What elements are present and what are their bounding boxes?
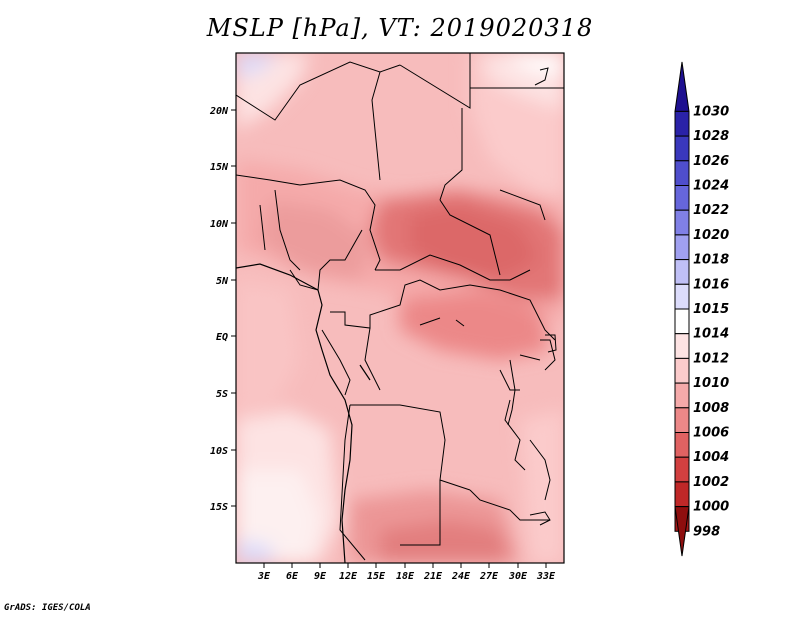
colorbar-swatch (674, 382, 690, 409)
colorbar-swatch (674, 259, 690, 285)
colorbar-swatch (674, 432, 690, 458)
colorbar-swatch (674, 209, 690, 236)
lat-axis: 20N 15N 10N 5N EQ 5S 10S 15S (209, 106, 236, 513)
lon-label: 12E (339, 571, 358, 582)
lon-label: 3E (257, 571, 271, 582)
lat-label: 5S (216, 389, 228, 400)
colorbar-swatch (674, 481, 690, 508)
colorbar-swatch (674, 185, 690, 211)
colorbar-label: 1006 (693, 426, 729, 441)
lon-axis: 3E 6E 9E 12E 15E 18E 21E 24E 27E 30E 33E (257, 563, 556, 582)
colorbar-swatch (674, 283, 690, 310)
pressure-field (236, 53, 564, 563)
lon-label: 6E (286, 571, 299, 582)
colorbar-label: 1010 (693, 376, 729, 391)
lon-label: 24E (451, 571, 471, 582)
lat-label: 15S (210, 502, 228, 513)
lat-label: 10S (210, 446, 228, 457)
colorbar-label: 1030 (693, 104, 729, 119)
lat-label: 15N (210, 162, 229, 173)
coastline (236, 263, 371, 563)
map-frame (235, 52, 565, 564)
lon-label: 33E (536, 571, 556, 582)
colorbar-label: 1018 (693, 253, 729, 268)
country-boundaries (236, 53, 564, 561)
colorbar-label: 1028 (693, 129, 729, 144)
footer-credit: GrADS: IGES/COLA (4, 603, 91, 613)
colorbar: 1030 1028 1026 1024 1022 1020 1018 1016 1015 1014… (674, 61, 729, 557)
colorbar-swatch (674, 456, 690, 483)
colorbar-label: 1000 (693, 500, 729, 515)
colorbar-label: 1002 (693, 475, 729, 490)
lat-label: 10N (210, 219, 229, 230)
lakes (419, 317, 557, 526)
lon-label: 9E (314, 571, 327, 582)
colorbar-swatch (674, 160, 690, 187)
colorbar-label: 1016 (693, 277, 729, 292)
colorbar-swatch (674, 234, 690, 261)
colorbar-label: 1022 (693, 203, 729, 218)
colorbar-swatch (674, 308, 690, 335)
colorbar-label: 998 (693, 524, 720, 539)
lon-label: 15E (367, 571, 386, 582)
colorbar-swatch (674, 135, 690, 162)
lat-label: 5N (216, 276, 229, 287)
lon-label: 27E (479, 571, 499, 582)
colorbar-swatch (674, 61, 690, 112)
colorbar-label: 1014 (693, 327, 729, 342)
lon-label: 18E (396, 571, 415, 582)
colorbar-swatch (674, 506, 690, 557)
colorbar-label: 1004 (693, 450, 729, 465)
colorbar-swatch (674, 407, 690, 433)
colorbar-label: 1012 (693, 351, 729, 366)
colorbar-swatch (674, 357, 690, 384)
colorbar-label: 1026 (693, 154, 729, 169)
lat-label: 20N (209, 106, 229, 117)
colorbar-label: 1020 (693, 228, 729, 243)
lon-label: 30E (508, 571, 528, 582)
colorbar-label: 1015 (693, 302, 729, 317)
colorbar-swatch (674, 333, 690, 359)
lat-label: EQ (216, 332, 228, 343)
map-title: MSLP [hPa], VT: 2019020318 (206, 14, 594, 42)
lon-label: 21E (423, 571, 443, 582)
colorbar-swatch (674, 110, 690, 137)
colorbar-label: 1024 (693, 179, 729, 194)
colorbar-label: 1008 (693, 401, 729, 416)
